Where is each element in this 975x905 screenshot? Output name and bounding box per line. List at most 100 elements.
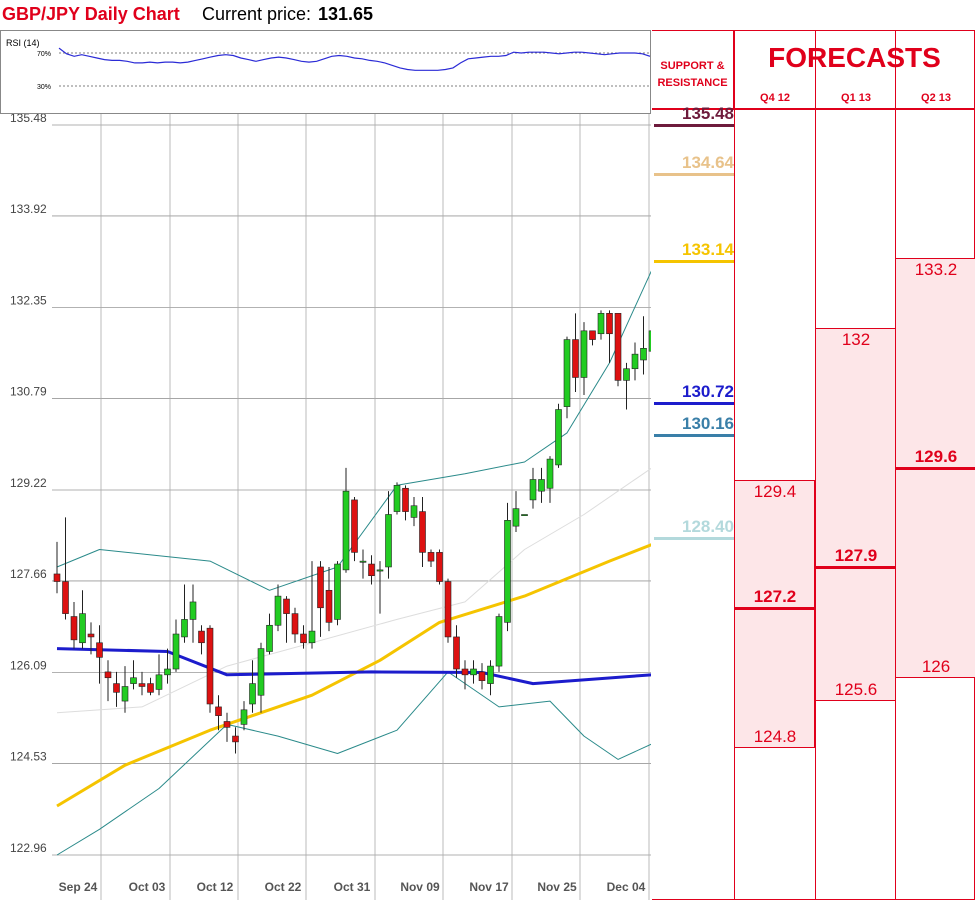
candle-body [589, 330, 596, 340]
forecast-mid-line [895, 466, 975, 470]
rsi-chart: RSI (14) 70% 30% [6, 38, 651, 91]
chart-title: GBP/JPY Daily Chart [2, 4, 180, 24]
candle-body [478, 671, 486, 681]
candle-body [79, 613, 86, 644]
y-tick-label: 126.09 [10, 659, 47, 673]
forecast-range-band [734, 479, 815, 748]
candle-body [181, 619, 188, 638]
support-resistance-line [654, 536, 734, 540]
candle-body [487, 665, 494, 684]
x-tick-label: Oct 12 [197, 880, 234, 894]
candle-body [512, 508, 520, 527]
support-resistance-level: 130.16 [682, 414, 734, 434]
candle-body [283, 598, 290, 614]
forecasts-title: FORECASTS [768, 42, 941, 73]
rsi-label: RSI (14) [6, 38, 40, 48]
forecast-range-band [815, 327, 896, 702]
candle-body [623, 368, 630, 381]
candle-body [53, 573, 61, 582]
candle-body [436, 552, 443, 582]
candle-body [393, 485, 401, 512]
quarter-header-q2-13: Q2 13 [896, 86, 975, 110]
candle-body [206, 627, 214, 705]
candle-body [580, 330, 588, 378]
candle-body [555, 409, 562, 466]
candle-body [317, 566, 324, 609]
support-resistance-level: 128.40 [682, 516, 734, 536]
candle-body [164, 668, 171, 676]
support-resistance-level: 133.14 [682, 240, 734, 260]
x-tick-label: Oct 22 [265, 880, 302, 894]
candle-body [215, 706, 222, 716]
candle-body [240, 709, 248, 725]
forecast-low-value: 124.8 [753, 726, 797, 746]
candle-body [138, 683, 146, 687]
forecast-mid-value: 127.9 [834, 545, 878, 565]
y-tick-label: 132.35 [10, 294, 47, 308]
support-resistance-level: 130.72 [682, 381, 734, 401]
candle-body [62, 581, 69, 614]
x-tick-label: Oct 03 [129, 880, 166, 894]
rsi-panel: RSI (14) 70% 30% [0, 30, 651, 114]
candle-body [274, 595, 282, 626]
y-tick-label: 133.92 [10, 202, 47, 216]
candle-body [529, 479, 537, 501]
rsi-line [58, 47, 651, 71]
candle-body [104, 671, 112, 679]
candle-body [538, 479, 545, 492]
candle-body [334, 563, 341, 620]
x-tick-label: Dec 04 [607, 880, 646, 894]
candle-body [300, 633, 307, 644]
quarter-header-q1-13: Q1 13 [816, 86, 896, 110]
x-tick-label: Nov 25 [537, 880, 577, 894]
candle-body [308, 630, 316, 644]
forecast-high-value: 132 [841, 329, 871, 349]
candle-body [427, 552, 435, 562]
forecast-mid-value: 127.2 [753, 586, 797, 606]
candle-body [597, 313, 605, 335]
candle-body [444, 581, 452, 638]
candle-body [631, 353, 639, 370]
y-tick-label: 129.22 [10, 476, 47, 490]
bollinger-middle-line [56, 403, 721, 714]
candle-body [419, 511, 426, 553]
candle-body [402, 487, 409, 512]
forecast-low-value: 125.6 [834, 680, 878, 700]
panel-top-border [652, 30, 975, 31]
current-price-value: 131.65 [318, 4, 374, 24]
candle-body [359, 560, 367, 563]
candle-body [376, 569, 384, 572]
rsi-level-label: 30% [37, 84, 51, 91]
candle-body [368, 563, 375, 577]
candle-body [155, 674, 163, 690]
candle-body [614, 313, 622, 381]
candle-body [410, 505, 418, 518]
candle-body [87, 633, 95, 638]
x-tick-label: Nov 17 [469, 880, 509, 894]
price-chart: 135.48 133.92 132.35 130.79 129.22 127.66 126.… [0, 111, 721, 905]
candle-body [521, 514, 528, 516]
column-divider [734, 30, 735, 900]
support-resistance-line [654, 172, 734, 176]
x-tick-label: Sep 24 [59, 880, 98, 894]
candle-body [147, 683, 154, 693]
candle-body [113, 683, 120, 693]
candle-body [172, 633, 180, 670]
candle-body [504, 520, 511, 623]
x-tick-label: Oct 31 [334, 880, 371, 894]
candle-body [223, 721, 231, 728]
y-tick-label: 130.79 [10, 384, 47, 398]
forecast-mid-line [815, 565, 896, 569]
candle-body [606, 313, 613, 335]
quarter-header-q4-12: Q4 12 [735, 86, 815, 110]
candle-body [325, 589, 333, 623]
candle-body [121, 686, 129, 702]
forecast-high-value: 129.4 [753, 481, 797, 501]
x-tick-label: Nov 09 [400, 880, 440, 894]
candle-body [342, 490, 350, 571]
bollinger-lower-line [56, 572, 721, 856]
candle-body [495, 616, 503, 667]
forecast-high-value: 133.2 [914, 259, 958, 279]
candle-body [461, 668, 469, 676]
forecast-mid-value: 129.6 [914, 446, 958, 466]
